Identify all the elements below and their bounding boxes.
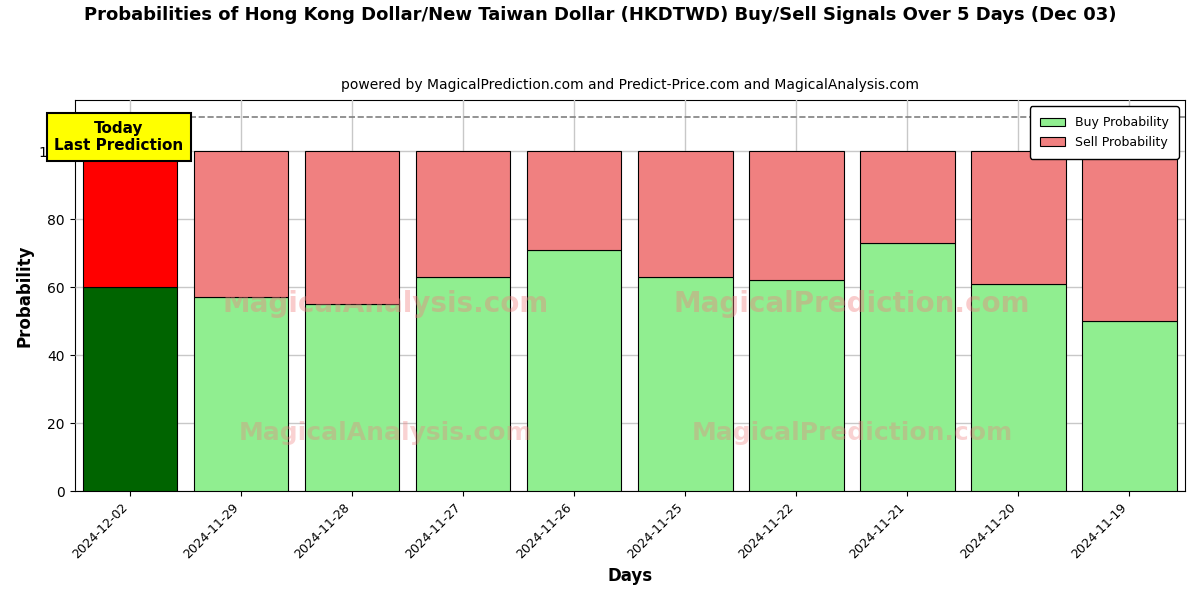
Bar	[1082, 151, 1177, 321]
Bar	[194, 298, 288, 491]
Text: MagicalAnalysis.com: MagicalAnalysis.com	[222, 290, 548, 317]
Bar	[860, 243, 955, 491]
Bar	[527, 151, 622, 250]
Title: powered by MagicalPrediction.com and Predict-Price.com and MagicalAnalysis.com: powered by MagicalPrediction.com and Pre…	[341, 78, 919, 92]
Bar	[860, 151, 955, 243]
Bar	[1082, 321, 1177, 491]
Bar	[416, 277, 510, 491]
Text: Today
Last Prediction: Today Last Prediction	[54, 121, 184, 153]
Bar	[416, 151, 510, 277]
Text: Probabilities of Hong Kong Dollar/New Taiwan Dollar (HKDTWD) Buy/Sell Signals Ov: Probabilities of Hong Kong Dollar/New Ta…	[84, 6, 1116, 24]
Bar	[749, 151, 844, 280]
Bar	[749, 280, 844, 491]
X-axis label: Days: Days	[607, 567, 653, 585]
Bar	[971, 151, 1066, 284]
Text: MagicalPrediction.com: MagicalPrediction.com	[691, 421, 1013, 445]
Bar	[638, 277, 732, 491]
Bar	[194, 151, 288, 298]
Bar	[305, 151, 400, 304]
Bar	[638, 151, 732, 277]
Text: MagicalAnalysis.com: MagicalAnalysis.com	[239, 421, 533, 445]
Bar	[305, 304, 400, 491]
Bar	[83, 151, 178, 287]
Bar	[971, 284, 1066, 491]
Bar	[83, 287, 178, 491]
Y-axis label: Probability: Probability	[16, 245, 34, 347]
Text: MagicalPrediction.com: MagicalPrediction.com	[673, 290, 1030, 317]
Legend: Buy Probability, Sell Probability: Buy Probability, Sell Probability	[1030, 106, 1178, 158]
Bar	[527, 250, 622, 491]
